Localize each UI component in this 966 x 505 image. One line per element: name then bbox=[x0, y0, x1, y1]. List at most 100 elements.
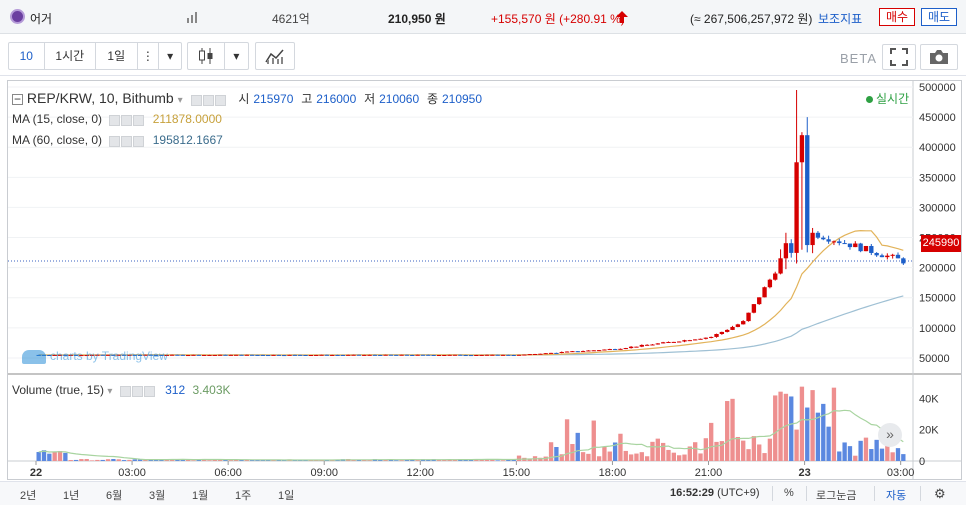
ma60-settings-icons[interactable] bbox=[109, 134, 145, 148]
range-1w[interactable]: 1주 bbox=[235, 490, 252, 502]
candle-body bbox=[741, 321, 746, 325]
candle-body bbox=[543, 353, 548, 355]
candlestick-style-icon[interactable] bbox=[188, 43, 225, 69]
candle-body bbox=[730, 326, 735, 330]
live-dot-icon bbox=[866, 96, 873, 103]
candle-body bbox=[191, 354, 196, 356]
buy-button[interactable]: 매수 bbox=[879, 8, 916, 26]
volume-bar bbox=[783, 393, 789, 461]
volume-bar bbox=[127, 459, 132, 461]
candle-body bbox=[719, 331, 725, 334]
symbol-dropdown-icon[interactable]: ▾ bbox=[177, 95, 183, 106]
volume-tick-label: 40K bbox=[919, 393, 939, 405]
chart-area[interactable]: 5000004500004000003500003000002500002000… bbox=[7, 80, 962, 480]
candle-body bbox=[340, 354, 346, 356]
candle-body bbox=[159, 354, 164, 356]
candle-body bbox=[239, 354, 244, 356]
candle-body bbox=[249, 354, 255, 356]
interval-1day[interactable]: 1일 bbox=[96, 43, 138, 69]
volume-bar bbox=[676, 455, 682, 461]
candle-body bbox=[596, 350, 602, 352]
range-6m[interactable]: 6월 bbox=[106, 490, 123, 502]
interval-1hour[interactable]: 1시간 bbox=[45, 43, 96, 69]
volume-bar bbox=[660, 442, 666, 461]
candle-body bbox=[410, 354, 415, 356]
volume-bar bbox=[895, 448, 901, 461]
candle-body bbox=[580, 351, 586, 353]
volume-bar bbox=[36, 452, 41, 461]
volume-bar bbox=[554, 447, 559, 461]
main-series-legend: − REP/KRW, 10, Bithumb ▾ 시 215970 고 2160… bbox=[12, 90, 482, 107]
log-scale-toggle[interactable]: 로그눈금 bbox=[816, 490, 857, 502]
price-tick-label: 450000 bbox=[919, 112, 956, 124]
volume-bar bbox=[666, 449, 671, 461]
scroll-to-latest-button[interactable]: » bbox=[878, 423, 902, 447]
volume-bar bbox=[564, 419, 570, 461]
realtime-label: 실시간 bbox=[876, 92, 910, 106]
trade-volume: 4621억 bbox=[272, 12, 310, 26]
ma15-settings-icons[interactable] bbox=[109, 113, 145, 127]
sell-button[interactable]: 매도 bbox=[921, 8, 958, 26]
tradingview-watermark[interactable]: charts by TradingView bbox=[22, 349, 168, 364]
time-tick-label: 21:00 bbox=[695, 467, 723, 479]
volume-bar bbox=[47, 453, 52, 461]
more-intervals-icon[interactable]: ⋮ bbox=[138, 43, 160, 69]
range-1m[interactable]: 1월 bbox=[192, 490, 209, 502]
candle-body bbox=[52, 354, 57, 356]
candle-body bbox=[244, 354, 249, 356]
auto-scale-toggle[interactable]: 자동 bbox=[886, 490, 907, 502]
volume-settings-icons[interactable] bbox=[119, 384, 156, 398]
candle-body bbox=[153, 354, 159, 356]
volume-bar bbox=[121, 460, 127, 461]
price-chart[interactable]: 5000004500004000003500003000002500002000… bbox=[8, 81, 961, 479]
snapshot-button[interactable] bbox=[920, 44, 958, 70]
volume-bar bbox=[730, 398, 735, 461]
indicators-icon[interactable] bbox=[256, 43, 294, 69]
open-value: 215970 bbox=[253, 92, 294, 106]
range-2y[interactable]: 2년 bbox=[20, 490, 37, 502]
style-dropdown-icon[interactable]: ▾ bbox=[233, 49, 240, 63]
candle-body bbox=[660, 342, 666, 344]
interval-dropdown-icon[interactable]: ▾ bbox=[167, 49, 174, 63]
range-3m[interactable]: 3월 bbox=[149, 490, 166, 502]
candle-body bbox=[575, 351, 580, 353]
volume-bar bbox=[68, 460, 73, 461]
candle-body bbox=[137, 354, 143, 356]
settings-gear-icon[interactable]: ⚙ bbox=[934, 486, 946, 501]
candle-body bbox=[757, 297, 762, 305]
volume-dropdown-icon[interactable]: ▾ bbox=[107, 386, 113, 397]
fullscreen-button[interactable] bbox=[882, 44, 916, 70]
candle-body bbox=[794, 162, 799, 253]
candle-body bbox=[703, 337, 709, 339]
clock[interactable]: 16:52:29 (UTC+9) bbox=[670, 487, 760, 499]
candle-body bbox=[762, 287, 767, 298]
candle-body bbox=[511, 355, 516, 357]
candle-body bbox=[869, 245, 874, 253]
time-tick-label: 03:00 bbox=[118, 467, 146, 479]
volume-bar bbox=[233, 459, 239, 461]
candle-body bbox=[709, 336, 714, 338]
collapse-legend-icon[interactable]: − bbox=[12, 91, 23, 106]
interval-10min[interactable]: 10 bbox=[9, 43, 45, 69]
mini-chart-icon[interactable] bbox=[186, 11, 200, 23]
indicators-link[interactable]: 보조지표 bbox=[818, 12, 863, 26]
candle-body bbox=[847, 243, 853, 248]
volume-bar bbox=[132, 459, 137, 461]
candle-body bbox=[79, 355, 84, 357]
candle-body bbox=[666, 341, 671, 343]
open-label: 시 bbox=[238, 92, 250, 106]
volume-bar bbox=[901, 454, 906, 461]
candle-body bbox=[255, 354, 260, 356]
percent-toggle[interactable]: % bbox=[784, 487, 794, 499]
volume-bar bbox=[399, 460, 404, 461]
indicators-button[interactable] bbox=[255, 42, 295, 70]
volume-bar bbox=[175, 459, 180, 461]
range-1y[interactable]: 1년 bbox=[63, 490, 80, 502]
range-1d[interactable]: 1일 bbox=[278, 490, 295, 502]
volume-bar bbox=[810, 390, 815, 461]
ma60-line bbox=[38, 295, 904, 356]
volume-bar bbox=[468, 459, 474, 461]
candle-body bbox=[308, 355, 314, 357]
series-settings-icons[interactable] bbox=[190, 91, 227, 107]
volume-bar bbox=[885, 444, 890, 461]
